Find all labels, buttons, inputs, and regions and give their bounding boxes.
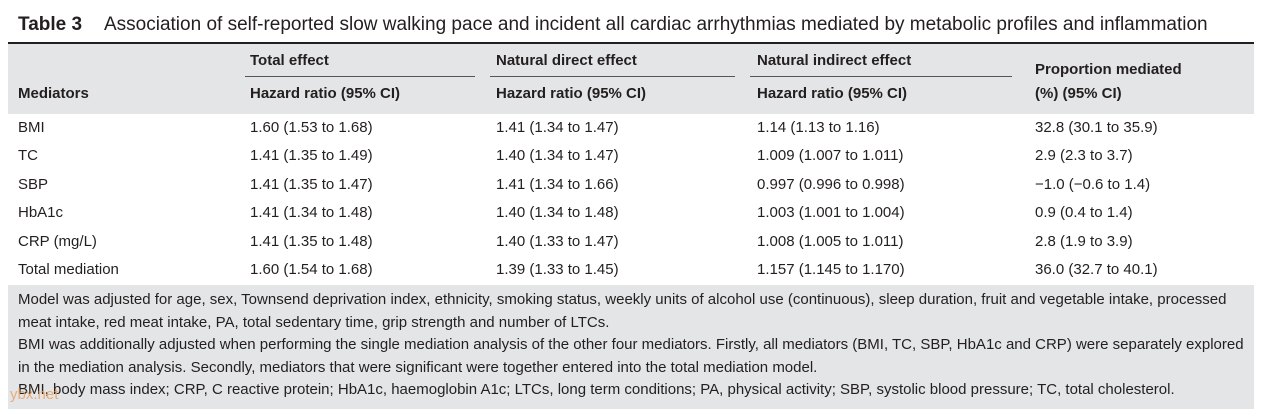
cell: 1.39 (1.33 to 1.45) — [496, 261, 619, 278]
group-header: Total effect — [250, 52, 329, 69]
cell: 1.41 (1.34 to 1.47) — [496, 119, 619, 136]
cell: 1.60 (1.54 to 1.68) — [250, 261, 373, 278]
sub-header: Hazard ratio (95% CI) — [757, 85, 908, 102]
group-header: Natural indirect effect — [757, 52, 912, 69]
cell: 1.003 (1.001 to 1.004) — [757, 204, 905, 222]
watermark: ybx.net — [10, 386, 59, 403]
cell: 1.41 (1.34 to 1.48) — [250, 204, 373, 222]
table-title: Association of self-reported slow walkin… — [104, 14, 1208, 35]
row-label: HbA1c — [18, 204, 64, 222]
row-label: Total mediation — [18, 261, 119, 278]
cell: 2.8 (1.9 to 3.9) — [1035, 232, 1133, 250]
footnotes: Model was adjusted for age, sex, Townsen… — [18, 289, 1246, 402]
cell: 0.997 (0.996 to 0.998) — [757, 175, 905, 193]
row-label: TC — [18, 147, 38, 165]
table-label: Table 3 — [18, 14, 83, 35]
last-header: Proportion mediated — [1035, 61, 1182, 78]
footnote-background — [8, 285, 1254, 409]
footnote: BMI, body mass index; CRP, C reactive pr… — [18, 381, 1175, 398]
sub-header: Hazard ratio (95% CI) — [250, 85, 401, 102]
cell: 0.9 (0.4 to 1.4) — [1035, 204, 1133, 222]
cell: 1.14 (1.13 to 1.16) — [757, 119, 880, 136]
cell: 32.8 (30.1 to 35.9) — [1035, 119, 1158, 136]
cell: 1.009 (1.007 to 1.011) — [757, 147, 904, 165]
row-label: BMI — [18, 119, 45, 136]
cell: 1.008 (1.005 to 1.011) — [757, 232, 904, 250]
row-label: SBP — [18, 175, 49, 193]
group-header: Natural direct effect — [496, 52, 637, 69]
header-background — [8, 44, 1254, 114]
cell: 1.41 (1.35 to 1.49) — [250, 147, 373, 165]
footnote: BMI was additionally adjusted when perfo… — [18, 336, 1244, 376]
group-rule — [490, 76, 735, 77]
group-rule — [245, 76, 475, 77]
stub-header: Mediators — [18, 85, 89, 102]
cell: −1.0 (−0.6 to 1.4) — [1035, 175, 1151, 193]
cell: 1.40 (1.34 to 1.47) — [496, 147, 619, 165]
cell: 1.60 (1.53 to 1.68) — [250, 119, 373, 136]
sub-header: Hazard ratio (95% CI) — [496, 85, 647, 102]
cell: 1.40 (1.34 to 1.48) — [496, 204, 619, 222]
group-rule — [750, 76, 1012, 77]
cell: 1.157 (1.145 to 1.170) — [757, 261, 905, 278]
last-header: (%) (95% CI) — [1035, 85, 1122, 102]
cell: 1.41 (1.35 to 1.48) — [250, 232, 373, 250]
footnote: Model was adjusted for age, sex, Townsen… — [18, 291, 1227, 331]
cell: 36.0 (32.7 to 40.1) — [1035, 261, 1158, 278]
cell: 1.40 (1.33 to 1.47) — [496, 232, 619, 250]
cell: 2.9 (2.3 to 3.7) — [1035, 147, 1133, 165]
cell: 1.41 (1.35 to 1.47) — [250, 175, 373, 193]
top-rule — [8, 42, 1254, 44]
cell: 1.41 (1.34 to 1.66) — [496, 175, 619, 193]
row-label: CRP (mg/L) — [18, 232, 97, 250]
